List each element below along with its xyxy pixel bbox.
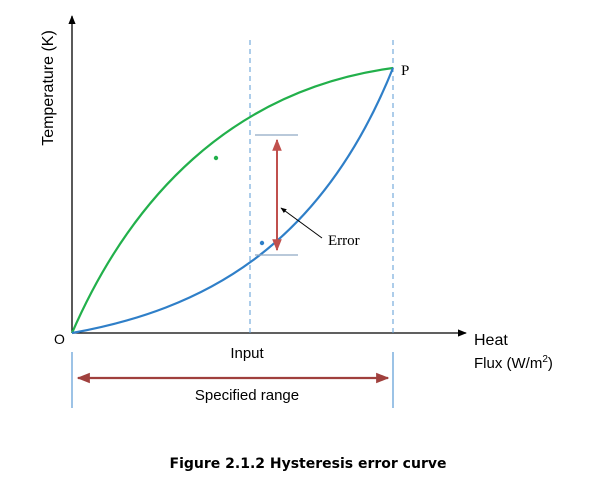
origin-label: O	[54, 331, 65, 347]
x-axis-label-main: Flux (W/m	[474, 355, 542, 372]
input-label: Input	[230, 345, 264, 362]
error-pointer	[280, 207, 323, 239]
upper-curve	[70, 66, 394, 334]
x-axis-label-line1: Heat	[474, 332, 508, 349]
x-axis-label-line2: Flux (W/m2)	[474, 354, 553, 372]
end-point-label: P	[401, 63, 409, 79]
figure-caption: Figure 2.1.2 Hysteresis error curve	[170, 456, 447, 472]
range-label: Specified range	[195, 387, 299, 404]
x-axis-label-sup: 2	[542, 354, 548, 365]
lower-curve-marker	[259, 240, 265, 246]
lower-curve	[71, 67, 395, 335]
y-axis-label: Temperature (K)	[40, 30, 57, 146]
upper-curve-marker	[213, 155, 219, 161]
error-label: Error	[328, 233, 360, 249]
x-axis-label-end: )	[548, 355, 553, 372]
